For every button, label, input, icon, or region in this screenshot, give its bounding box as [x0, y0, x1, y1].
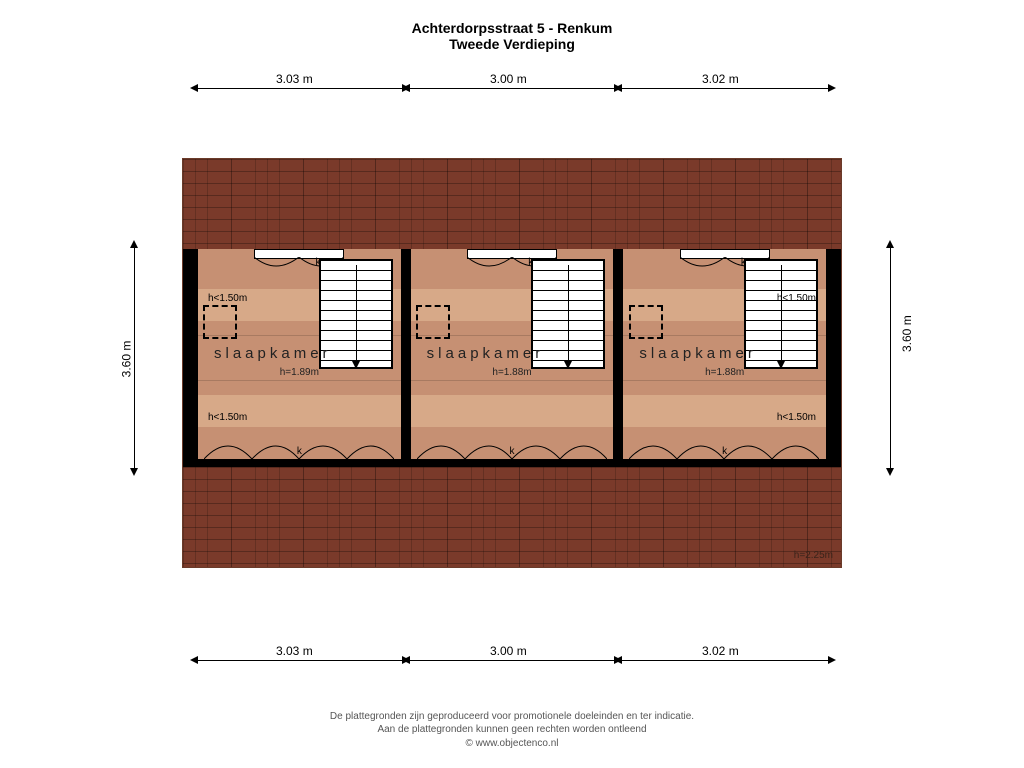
- arrow-icon: [828, 84, 836, 92]
- room-2: k slaapkamer h=1.88m k: [411, 249, 624, 467]
- arrow-down-icon: [564, 361, 572, 369]
- arrow-icon: [828, 656, 836, 664]
- arrow-icon: [402, 656, 410, 664]
- dim-bot-2-line: [410, 660, 614, 661]
- room-3-lowbot: h<1.50m: [777, 412, 816, 423]
- dim-top-2-line: [410, 88, 614, 89]
- title-floor: Tweede Verdieping: [0, 36, 1024, 52]
- arrow-down-icon: [777, 361, 785, 369]
- dim-bot-2-label: 3.00 m: [490, 644, 527, 658]
- dim-top-3-label: 3.02 m: [702, 72, 739, 86]
- dim-bot-3-line: [622, 660, 828, 661]
- room-1-name: slaapkamer: [214, 345, 332, 362]
- roof-bottom-height: h=2.25m: [794, 550, 833, 561]
- wall-right-thick: [826, 249, 841, 467]
- roof-bottom: h=2.25m: [183, 467, 841, 567]
- arrow-icon: [614, 656, 622, 664]
- footer-line1: De plattegronden zijn geproduceerd voor …: [0, 710, 1024, 724]
- arrow-icon: [130, 468, 138, 476]
- room-1-height: h=1.89m: [280, 367, 319, 378]
- wall-left-edge: [183, 249, 198, 467]
- room-3-lowtop: h<1.50m: [777, 293, 816, 304]
- wall-bottom: [623, 459, 826, 467]
- room-1-lowbot: h<1.50m: [208, 412, 247, 423]
- k-label-bottom: k: [722, 446, 727, 457]
- room-1-lowtop: h<1.50m: [208, 293, 247, 304]
- arrow-icon: [614, 84, 622, 92]
- floorplan: h=2.25m k slaapkamer h=1.89m h<1.50m h<1…: [182, 158, 842, 568]
- footer-line2: Aan de plattegronden kunnen geen rechten…: [0, 723, 1024, 737]
- hatch: [416, 305, 450, 339]
- footer: De plattegronden zijn geproduceerd voor …: [0, 710, 1024, 751]
- arrow-icon: [886, 240, 894, 248]
- dim-top-3-line: [622, 88, 828, 89]
- dim-top-2-label: 3.00 m: [490, 72, 527, 86]
- room-2-name: slaapkamer: [427, 345, 545, 362]
- dim-bot-3-label: 3.02 m: [702, 644, 739, 658]
- dim-bot-1-line: [198, 660, 402, 661]
- arrow-icon: [886, 468, 894, 476]
- title-address: Achterdorpsstraat 5 - Renkum: [0, 20, 1024, 36]
- wall-bottom: [198, 459, 401, 467]
- roof-top: [183, 159, 841, 249]
- hatch: [203, 305, 237, 339]
- rooms-row: k slaapkamer h=1.89m h<1.50m h<1.50m k k…: [198, 249, 826, 467]
- room-3: k slaapkamer h=1.88m h<1.50m h<1.50m k: [623, 249, 826, 467]
- k-label-bottom: k: [297, 446, 302, 457]
- arrow-icon: [190, 84, 198, 92]
- room-1: k slaapkamer h=1.89m h<1.50m h<1.50m k: [198, 249, 411, 467]
- dim-left-label: 3.60 m: [119, 341, 133, 378]
- footer-line3: © www.objectenco.nl: [0, 737, 1024, 751]
- arrow-icon: [190, 656, 198, 664]
- room-3-height: h=1.88m: [705, 367, 744, 378]
- dim-left-line: [134, 248, 135, 468]
- k-label-bottom: k: [510, 446, 515, 457]
- hatch: [629, 305, 663, 339]
- title-block: Achterdorpsstraat 5 - Renkum Tweede Verd…: [0, 0, 1024, 52]
- arrow-icon: [402, 84, 410, 92]
- dim-top-1-label: 3.03 m: [276, 72, 313, 86]
- room-3-name: slaapkamer: [639, 345, 757, 362]
- wall-bottom: [411, 459, 614, 467]
- dim-top-1-line: [198, 88, 402, 89]
- room-2-height: h=1.88m: [492, 367, 531, 378]
- dim-bot-1-label: 3.03 m: [276, 644, 313, 658]
- dim-right-line: [890, 248, 891, 468]
- floor-stripe: [411, 395, 614, 427]
- arrow-down-icon: [352, 361, 360, 369]
- arrow-icon: [130, 240, 138, 248]
- dim-right-label: 3.60 m: [900, 315, 914, 352]
